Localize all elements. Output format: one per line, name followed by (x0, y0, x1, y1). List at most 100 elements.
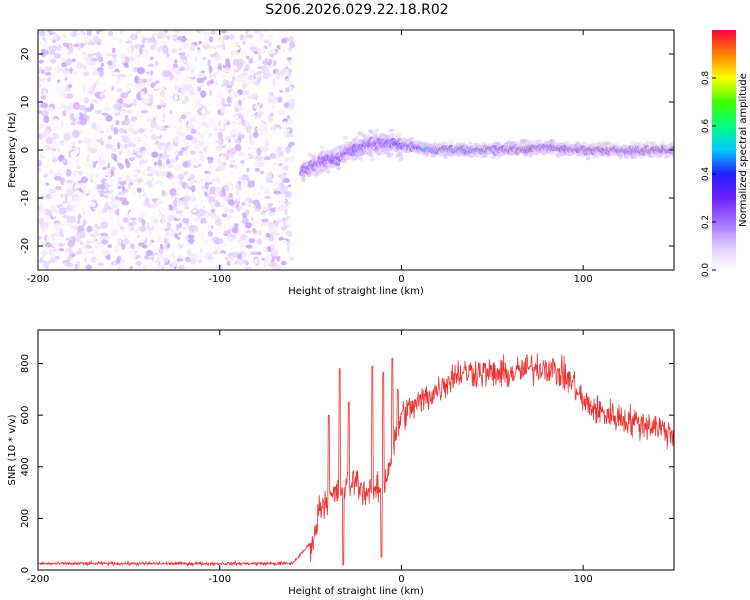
spectrogram-cell (96, 166, 101, 170)
spectrogram-cell (75, 85, 84, 91)
spectrogram-cell (61, 57, 66, 62)
spectrogram-cell (212, 251, 219, 255)
spectrogram-cell (127, 226, 133, 231)
spectrogram-cell (172, 181, 180, 189)
spectrogram-cell (88, 72, 92, 77)
spectrogram-cell (178, 264, 185, 270)
spectrogram-cell (248, 69, 256, 73)
spectrogram-cell (245, 125, 252, 134)
spectrogram-cell (87, 145, 94, 149)
spectrogram-cell (142, 201, 151, 207)
spectrogram-cell (251, 227, 257, 234)
spectrogram-cell (240, 160, 245, 164)
spectrogram-cell (132, 170, 138, 176)
spectrogram-cell (173, 213, 182, 218)
spectrogram-cell (358, 156, 364, 161)
spectrogram-cell (178, 105, 184, 113)
spectrogram-cell (215, 44, 222, 48)
spectrogram-cell (182, 84, 187, 90)
spectrogram-cell (227, 199, 235, 206)
spectrogram-cell (57, 79, 61, 84)
spectrogram-cell (176, 130, 180, 136)
spectrogram-cell (55, 227, 61, 236)
spectrogram-cell (254, 192, 259, 197)
spectrogram-cell (70, 141, 76, 146)
spectrogram-cell (62, 200, 66, 205)
spectrogram-cell (92, 224, 98, 233)
spectrogram-cell (207, 230, 214, 237)
spectrogram-cell (183, 222, 187, 228)
spectrogram-cell (228, 70, 235, 74)
spectrogram-cell (202, 43, 210, 50)
spectrogram-cell (77, 140, 83, 144)
spectrogram-cell (163, 83, 172, 87)
spectrogram-cell (260, 211, 266, 215)
spectrogram-cell (273, 36, 281, 45)
spectrogram-cell (83, 130, 89, 135)
spectrogram-cell (125, 40, 133, 44)
spectrogram-cell (253, 208, 261, 212)
spectrogram-cell (199, 154, 206, 162)
spectrogram-cell (42, 91, 47, 96)
spectrogram-cell (205, 122, 209, 129)
spectrogram-cell (262, 267, 269, 270)
spectrogram-cell (202, 190, 210, 194)
spectrogram-cell (136, 174, 145, 179)
spectrogram-cell (66, 52, 74, 56)
spectrogram-cell (409, 136, 415, 141)
spectrogram-cell (130, 88, 137, 92)
spectrogram-cell (144, 49, 150, 54)
spectrogram-cell (264, 39, 269, 44)
spectrogram-cell (268, 92, 275, 97)
spectrogram-cell (139, 182, 147, 190)
spectrogram-cell (275, 127, 281, 134)
spectrogram-cell (234, 115, 239, 124)
spectrogram-cell (73, 73, 82, 79)
spectrogram-cell (82, 36, 91, 44)
spectrogram-cell (184, 75, 192, 82)
spectrogram-cell (202, 244, 211, 248)
spectrogram-cell (231, 54, 236, 59)
spectrogram-cell (158, 50, 163, 58)
spectrogram-cell (120, 43, 129, 50)
spectrogram-cell (90, 256, 97, 263)
spectrogram-cell (154, 80, 160, 84)
spectrogram-cell (223, 68, 229, 72)
spectrogram-cell (79, 241, 83, 246)
spectrogram-cell (70, 267, 75, 270)
spectrogram-cell (150, 44, 155, 50)
spectrogram-cell (243, 48, 252, 52)
spectrogram-cell (55, 185, 62, 191)
spectrogram-cell (163, 238, 168, 244)
spectrogram-cell (104, 39, 111, 44)
spectrogram-cell (152, 33, 156, 37)
spectrogram-cell (287, 184, 292, 188)
spectrogram-cell (272, 78, 276, 86)
spectrogram-cell (83, 97, 90, 104)
spectrogram-cell (189, 43, 196, 52)
spectrogram-cell (135, 120, 140, 124)
spectrogram-cell (202, 204, 206, 209)
spectrogram-cell (42, 249, 47, 258)
spectrogram-cell (94, 92, 100, 97)
spectrogram-cell (232, 58, 240, 67)
spectrogram-cell (198, 194, 202, 200)
spectrogram-cell (107, 31, 114, 37)
spectrogram-cell (139, 210, 144, 218)
spectrogram-cell (166, 221, 172, 230)
spectrogram-cell (161, 125, 165, 129)
spectrogram-cell (388, 152, 394, 157)
spectrogram-cell (142, 32, 148, 38)
spectrogram-cell (196, 200, 203, 209)
spectrogram-cell (129, 242, 134, 250)
spectrogram-cell (38, 218, 42, 223)
spectrogram-cell (244, 222, 252, 229)
spectrogram-cell (127, 222, 133, 226)
spectrogram-cell (241, 201, 246, 206)
spectrogram-cell (284, 191, 292, 198)
spectrogram-cell (101, 97, 109, 103)
spectrogram-cell (300, 173, 306, 178)
spectrogram-cell (165, 57, 173, 64)
spectrogram-cell (43, 129, 51, 135)
spectrogram-cell (134, 264, 139, 269)
